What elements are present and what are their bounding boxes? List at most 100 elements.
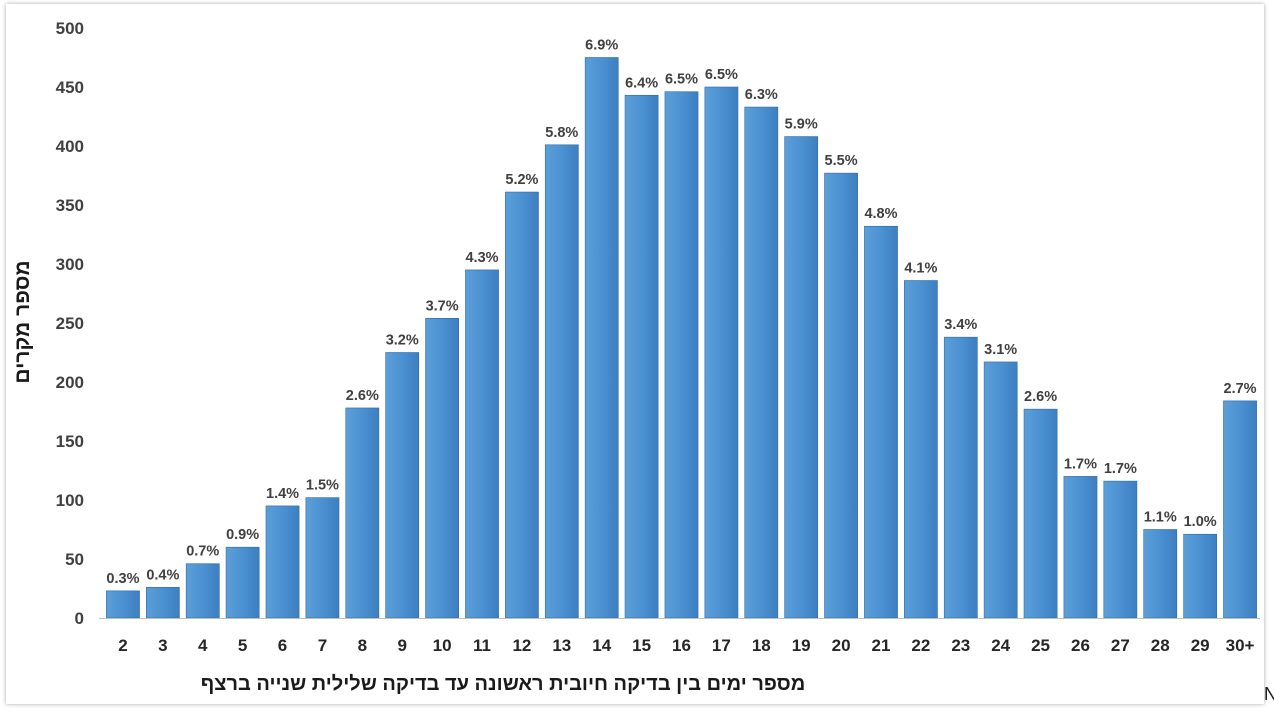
y-tick-label: 450 [56,78,84,97]
y-tick-label: 500 [56,19,84,38]
x-tick-label: 23 [951,636,970,655]
bar [185,563,220,619]
y-tick-label: 100 [56,491,84,510]
bar [624,94,659,619]
x-tick-label: 10 [433,636,452,655]
data-label: 2.7% [1224,381,1257,397]
bar [345,407,380,619]
data-label: 6.9% [585,38,618,54]
x-tick-label: 14 [592,636,611,655]
data-label: 1.5% [306,478,339,494]
bar [943,336,978,619]
y-axis-title: מספר מקרים [11,260,34,383]
x-tick-label: 3 [158,636,167,655]
x-axis: 2 3 4 5 6 7 8 9 10 11 12 13 14 15 16 17 18 19 20 21 22 23 24 25… [99,618,1260,655]
data-label: 0.4% [146,567,179,583]
data-label: 1.0% [1184,514,1217,530]
x-tick-label: 2 [118,636,127,655]
data-label: 3.4% [944,317,977,333]
bar [1063,476,1098,619]
y-axis: 0 50 100 150 200 250 300 350 400 450 500 [56,19,84,628]
data-label: 0.9% [226,527,259,543]
data-label: 0.7% [186,544,219,560]
bar [225,546,260,619]
x-tick-label: 21 [872,636,891,655]
y-tick-label: 300 [56,255,84,274]
x-tick-label: 8 [358,636,367,655]
y-tick-label: 350 [56,196,84,215]
bar [265,505,300,619]
y-tick-label: 50 [65,550,84,569]
bar [664,91,699,619]
data-label: 2.6% [346,388,379,404]
data-label: 6.5% [665,72,698,88]
data-label: 1.1% [1144,510,1177,526]
data-label: 3.7% [426,298,459,314]
bar [305,497,340,619]
x-tick-label: 24 [991,636,1010,655]
data-label: 6.5% [705,67,738,83]
y-tick-label: 150 [56,432,84,451]
bar [704,86,739,619]
data-label: 6.3% [745,87,778,103]
data-label: 4.8% [864,206,897,222]
bar [1183,533,1218,619]
y-tick-label: 250 [56,314,84,333]
bar [106,590,140,619]
bar [425,317,459,619]
data-label: 0.3% [106,571,139,587]
data-label: 1.7% [1064,456,1097,472]
data-label: 3.1% [984,342,1017,358]
data-label: 4.1% [904,261,937,277]
x-tick-label: 6 [278,636,287,655]
bar [744,106,779,619]
data-label: 5.8% [545,125,578,141]
x-tick-label: 16 [672,636,691,655]
bars-group: 0.3% 0.4% 0.7% 0.9% 1.4% 1.5% 2.6% 3.2% 3.7% 4.3%… [106,38,1257,619]
x-tick-label: 17 [712,636,731,655]
bar [864,225,898,619]
y-tick-label: 400 [56,137,84,156]
x-tick-label: 4 [198,636,208,655]
bar [584,57,619,619]
data-label: 1.7% [1104,461,1137,477]
bar [145,587,180,619]
bar [1143,529,1178,619]
x-tick-label: 7 [318,636,327,655]
x-tick-label: 26 [1071,636,1090,655]
x-tick-label: 5 [238,636,247,655]
x-tick-label: 9 [397,636,406,655]
x-tick-label: 29 [1191,636,1210,655]
data-label: 5.2% [505,172,538,188]
bar [904,280,938,619]
data-label: 2.6% [1024,389,1057,405]
data-label: 1.4% [266,486,299,502]
bar [1103,480,1138,619]
x-tick-label: 30+ [1226,636,1255,655]
x-tick-label: 11 [473,636,491,655]
x-tick-label: 28 [1151,636,1170,655]
x-tick-label: 13 [552,636,571,655]
bar [1023,408,1058,619]
x-tick-label: 25 [1031,636,1050,655]
bar [385,352,420,619]
x-axis-title: מספר ימים בין בדיקה חיובית ראשונה עד בדי… [201,673,805,695]
data-label: 3.2% [386,333,419,349]
data-label: 6.4% [625,75,658,91]
bar [465,269,499,619]
bar [1223,400,1257,619]
bar [505,191,539,619]
x-tick-label: 20 [832,636,851,655]
bar [983,361,1018,619]
x-tick-label: 18 [752,636,771,655]
bar [544,144,579,619]
x-tick-label: 12 [512,636,531,655]
data-label: 5.5% [825,153,858,169]
y-tick-label: 0 [75,609,84,628]
y-tick-label: 200 [56,373,84,392]
x-tick-label: 19 [792,636,811,655]
bar [784,136,819,619]
data-note: נתונים מעודכנים ל-26/4/2020 8:00 N=6,933 [1264,684,1274,704]
bar [824,172,858,619]
